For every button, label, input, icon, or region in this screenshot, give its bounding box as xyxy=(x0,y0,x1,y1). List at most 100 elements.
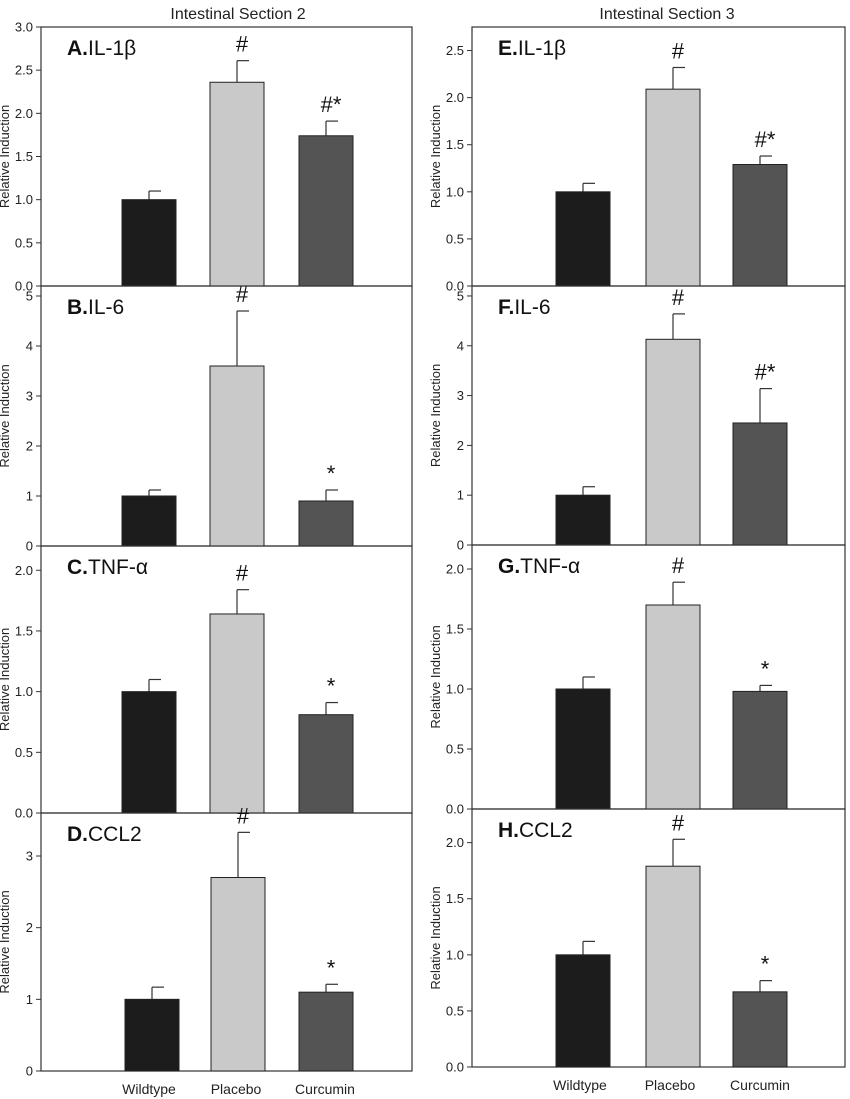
panel-title: D.CCL2 xyxy=(67,823,142,846)
x-category-placebo-right: Placebo xyxy=(645,1077,696,1093)
significance-placebo: # xyxy=(236,561,249,586)
y-tick-label: 2.0 xyxy=(446,562,464,577)
y-tick-label: 0.0 xyxy=(446,1060,464,1075)
y-tick-label: 3 xyxy=(457,388,464,403)
y-tick-label: 3 xyxy=(26,849,33,864)
y-tick-label: 5 xyxy=(26,289,33,304)
significance-curcumin: #* xyxy=(321,92,342,117)
x-category-placebo-left: Placebo xyxy=(211,1081,262,1097)
y-tick-label: 0.5 xyxy=(446,231,464,246)
y-axis-label: Relative Induction xyxy=(0,364,12,467)
y-tick-label: 2.0 xyxy=(446,90,464,105)
significance-curcumin: * xyxy=(761,952,770,977)
y-tick-label: 2.0 xyxy=(446,835,464,850)
panel-name: IL-6 xyxy=(514,296,550,319)
y-tick-label: 0.0 xyxy=(15,806,33,821)
y-axis-label: Relative Induction xyxy=(0,890,12,993)
panel-name: TNF-α xyxy=(520,555,580,578)
y-tick-label: 4 xyxy=(457,338,464,353)
bar-wildtype xyxy=(124,998,180,1072)
x-category-wildtype-right: Wildtype xyxy=(553,1077,607,1093)
panel-title: A.IL-1β xyxy=(67,37,136,60)
y-axis-label: Relative Induction xyxy=(428,625,443,728)
panel-letter: B. xyxy=(67,296,88,319)
y-tick-label: 1.5 xyxy=(15,623,33,638)
y-tick-label: 1.5 xyxy=(446,891,464,906)
y-tick-label: 1.0 xyxy=(446,947,464,962)
y-tick-label: 4 xyxy=(26,339,33,354)
panel-e: 0.0 0.5 1.0 1.5 2.0 2.5 Relative Induction E.IL… xyxy=(428,26,846,294)
bar-wildtype xyxy=(121,199,177,287)
bar-placebo xyxy=(645,88,701,287)
y-tick-label: 0.5 xyxy=(446,742,464,757)
y-tick-label: 2.5 xyxy=(446,43,464,58)
significance-curcumin: #* xyxy=(755,127,776,152)
bar-wildtype xyxy=(555,954,611,1068)
y-axis-label: Relative Induction xyxy=(0,105,12,208)
bar-curcumin xyxy=(298,714,354,814)
bar-placebo xyxy=(209,81,265,287)
bar-wildtype xyxy=(555,191,611,287)
y-tick-label: 1 xyxy=(26,992,33,1007)
significance-placebo: # xyxy=(672,38,685,63)
y-tick-label: 0.5 xyxy=(15,745,33,760)
y-tick-label: 1.0 xyxy=(446,682,464,697)
y-tick-label: 0 xyxy=(26,1064,33,1079)
y-tick-label: 2.5 xyxy=(15,63,33,78)
panel-d: 0 1 2 3 Relative Induction D.CCL2 # * xyxy=(0,803,413,1079)
panel-letter: G. xyxy=(498,555,520,578)
bar-curcumin xyxy=(732,690,788,810)
panel-name: IL-6 xyxy=(88,296,124,319)
column-title-section-3: Intestinal Section 3 xyxy=(599,6,734,23)
y-tick-label: 0.0 xyxy=(446,802,464,817)
panel-title: H.CCL2 xyxy=(498,819,573,842)
panels: 0.0 0.5 1.0 1.5 2.0 2.5 3.0 Relative Induction A… xyxy=(0,20,846,1079)
x-category-curcumin-left: Curcumin xyxy=(295,1081,355,1097)
panel-letter: A. xyxy=(67,37,88,60)
panel-name: CCL2 xyxy=(88,823,142,846)
bar-wildtype xyxy=(121,691,177,814)
panel-letter: H. xyxy=(498,819,519,842)
y-tick-label: 1.5 xyxy=(446,137,464,152)
panel-c: 0.0 0.5 1.0 1.5 2.0 Relative Induction C.TNF-α… xyxy=(0,545,413,821)
y-tick-label: 0 xyxy=(26,539,33,554)
bar-placebo xyxy=(645,338,701,546)
y-tick-label: 1.5 xyxy=(15,149,33,164)
panel-name: TNF-α xyxy=(88,556,148,579)
significance-placebo: # xyxy=(672,810,685,835)
y-tick-label: 2 xyxy=(26,439,33,454)
panel-h: 0.0 0.5 1.0 1.5 2.0 Relative Induction H.CCL2 #… xyxy=(428,808,846,1075)
panel-f: 0 1 2 3 4 5 Relative Induction F.IL-6 # #* xyxy=(428,285,846,553)
bar-placebo xyxy=(645,604,701,810)
y-tick-label: 0.0 xyxy=(15,279,33,294)
bar-wildtype xyxy=(121,495,177,547)
y-tick-label: 0.0 xyxy=(446,279,464,294)
significance-curcumin: #* xyxy=(755,360,776,385)
panel-title: G.TNF-α xyxy=(498,555,580,578)
x-category-curcumin-right: Curcumin xyxy=(730,1077,790,1093)
significance-curcumin: * xyxy=(327,674,336,699)
significance-curcumin: * xyxy=(327,461,336,486)
panel-letter: F. xyxy=(498,296,514,319)
y-tick-label: 2.0 xyxy=(15,563,33,578)
y-tick-label: 0.5 xyxy=(446,1003,464,1018)
panel-title: F.IL-6 xyxy=(498,296,551,319)
bar-curcumin xyxy=(298,991,354,1072)
y-tick-label: 3.0 xyxy=(15,20,33,35)
y-tick-label: 0.5 xyxy=(15,235,33,250)
panel-b: 0 1 2 3 4 5 Relative Induction B.IL-6 # * xyxy=(0,282,413,554)
panel-g: 0.0 0.5 1.0 1.5 2.0 Relative Induction G.TNF-α… xyxy=(428,544,846,817)
y-tick-label: 1.0 xyxy=(446,184,464,199)
x-category-wildtype-left: Wildtype xyxy=(122,1081,176,1097)
y-tick-label: 1.0 xyxy=(15,684,33,699)
panel-title: C.TNF-α xyxy=(67,556,148,579)
bar-wildtype xyxy=(555,688,611,810)
y-axis-label: Relative Induction xyxy=(0,628,12,731)
y-tick-label: 1 xyxy=(457,488,464,503)
y-axis-label: Relative Induction xyxy=(428,364,443,467)
y-tick-label: 1.5 xyxy=(446,622,464,637)
bar-placebo xyxy=(209,365,265,547)
significance-placebo: # xyxy=(236,282,249,307)
significance-curcumin: * xyxy=(327,955,336,980)
